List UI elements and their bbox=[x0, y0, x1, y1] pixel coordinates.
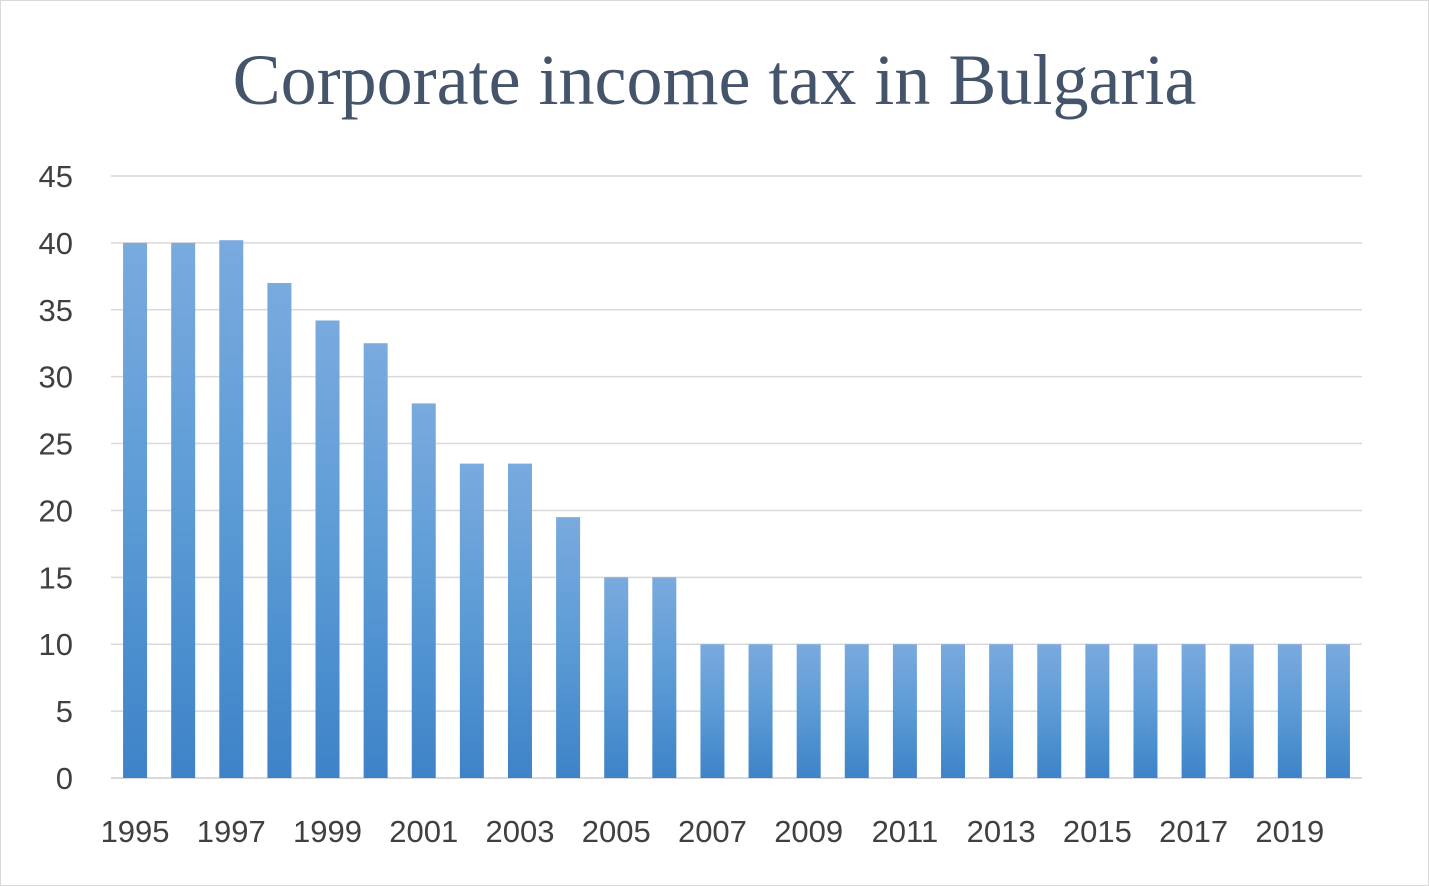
bar-2010 bbox=[844, 644, 869, 778]
gridlines bbox=[111, 175, 1362, 779]
bar-2004 bbox=[556, 517, 581, 778]
bar-2007 bbox=[700, 644, 725, 778]
x-tick-label: 2015 bbox=[1063, 814, 1132, 849]
bar-2006 bbox=[652, 577, 677, 778]
bar-2020 bbox=[1325, 644, 1350, 778]
x-tick-label: 2007 bbox=[678, 814, 747, 849]
bar-2017 bbox=[1181, 644, 1206, 778]
x-tick-label: 2013 bbox=[967, 814, 1036, 849]
bar-1996 bbox=[171, 242, 196, 778]
y-tick-label: 5 bbox=[56, 694, 73, 729]
bar-1997 bbox=[219, 240, 244, 779]
y-tick-label: 10 bbox=[39, 627, 73, 662]
x-tick-label: 2011 bbox=[872, 814, 939, 849]
y-tick-label: 30 bbox=[39, 360, 73, 395]
bar-2016 bbox=[1133, 644, 1158, 778]
bar-2013 bbox=[989, 644, 1014, 778]
x-tick-label: 2005 bbox=[582, 814, 651, 849]
x-tick-label: 1997 bbox=[197, 814, 266, 849]
bar-2019 bbox=[1277, 644, 1302, 778]
bar-2005 bbox=[604, 577, 629, 778]
y-tick-label: 0 bbox=[56, 761, 73, 796]
bar-2000 bbox=[363, 343, 388, 778]
y-tick-label: 40 bbox=[39, 226, 73, 261]
bar-2009 bbox=[796, 644, 821, 778]
y-tick-label: 45 bbox=[39, 159, 73, 194]
bar-2012 bbox=[941, 644, 966, 778]
x-tick-label: 2009 bbox=[774, 814, 843, 849]
bar-1998 bbox=[267, 283, 292, 778]
y-tick-label: 15 bbox=[39, 560, 73, 595]
chart-title: Corporate income tax in Bulgaria bbox=[232, 40, 1197, 120]
x-axis-labels: 1995 1997 1999 2001 2003 2005 2007 2009 2011 2013… bbox=[101, 814, 1325, 849]
x-tick-label: 2003 bbox=[485, 814, 554, 849]
x-tick-label: 2019 bbox=[1255, 814, 1324, 849]
bar-2008 bbox=[748, 644, 773, 778]
bar-1995 bbox=[123, 242, 148, 778]
bar-2018 bbox=[1229, 644, 1254, 778]
bar-2002 bbox=[459, 463, 484, 778]
y-tick-label: 25 bbox=[39, 427, 73, 462]
bar-2011 bbox=[892, 644, 917, 778]
bar-2003 bbox=[507, 463, 532, 778]
bars bbox=[123, 240, 1350, 779]
x-tick-label: 1999 bbox=[293, 814, 362, 849]
bar-2001 bbox=[411, 403, 436, 778]
y-tick-label: 35 bbox=[39, 293, 73, 328]
x-tick-label: 1995 bbox=[101, 814, 170, 849]
x-tick-label: 2017 bbox=[1159, 814, 1228, 849]
y-tick-label: 20 bbox=[39, 493, 73, 528]
bar-1999 bbox=[315, 320, 340, 778]
bar-2015 bbox=[1085, 644, 1110, 778]
x-tick-label: 2001 bbox=[389, 814, 458, 849]
y-axis-labels: 0 5 10 15 20 25 30 35 40 45 bbox=[39, 159, 73, 796]
bar-2014 bbox=[1037, 644, 1062, 778]
